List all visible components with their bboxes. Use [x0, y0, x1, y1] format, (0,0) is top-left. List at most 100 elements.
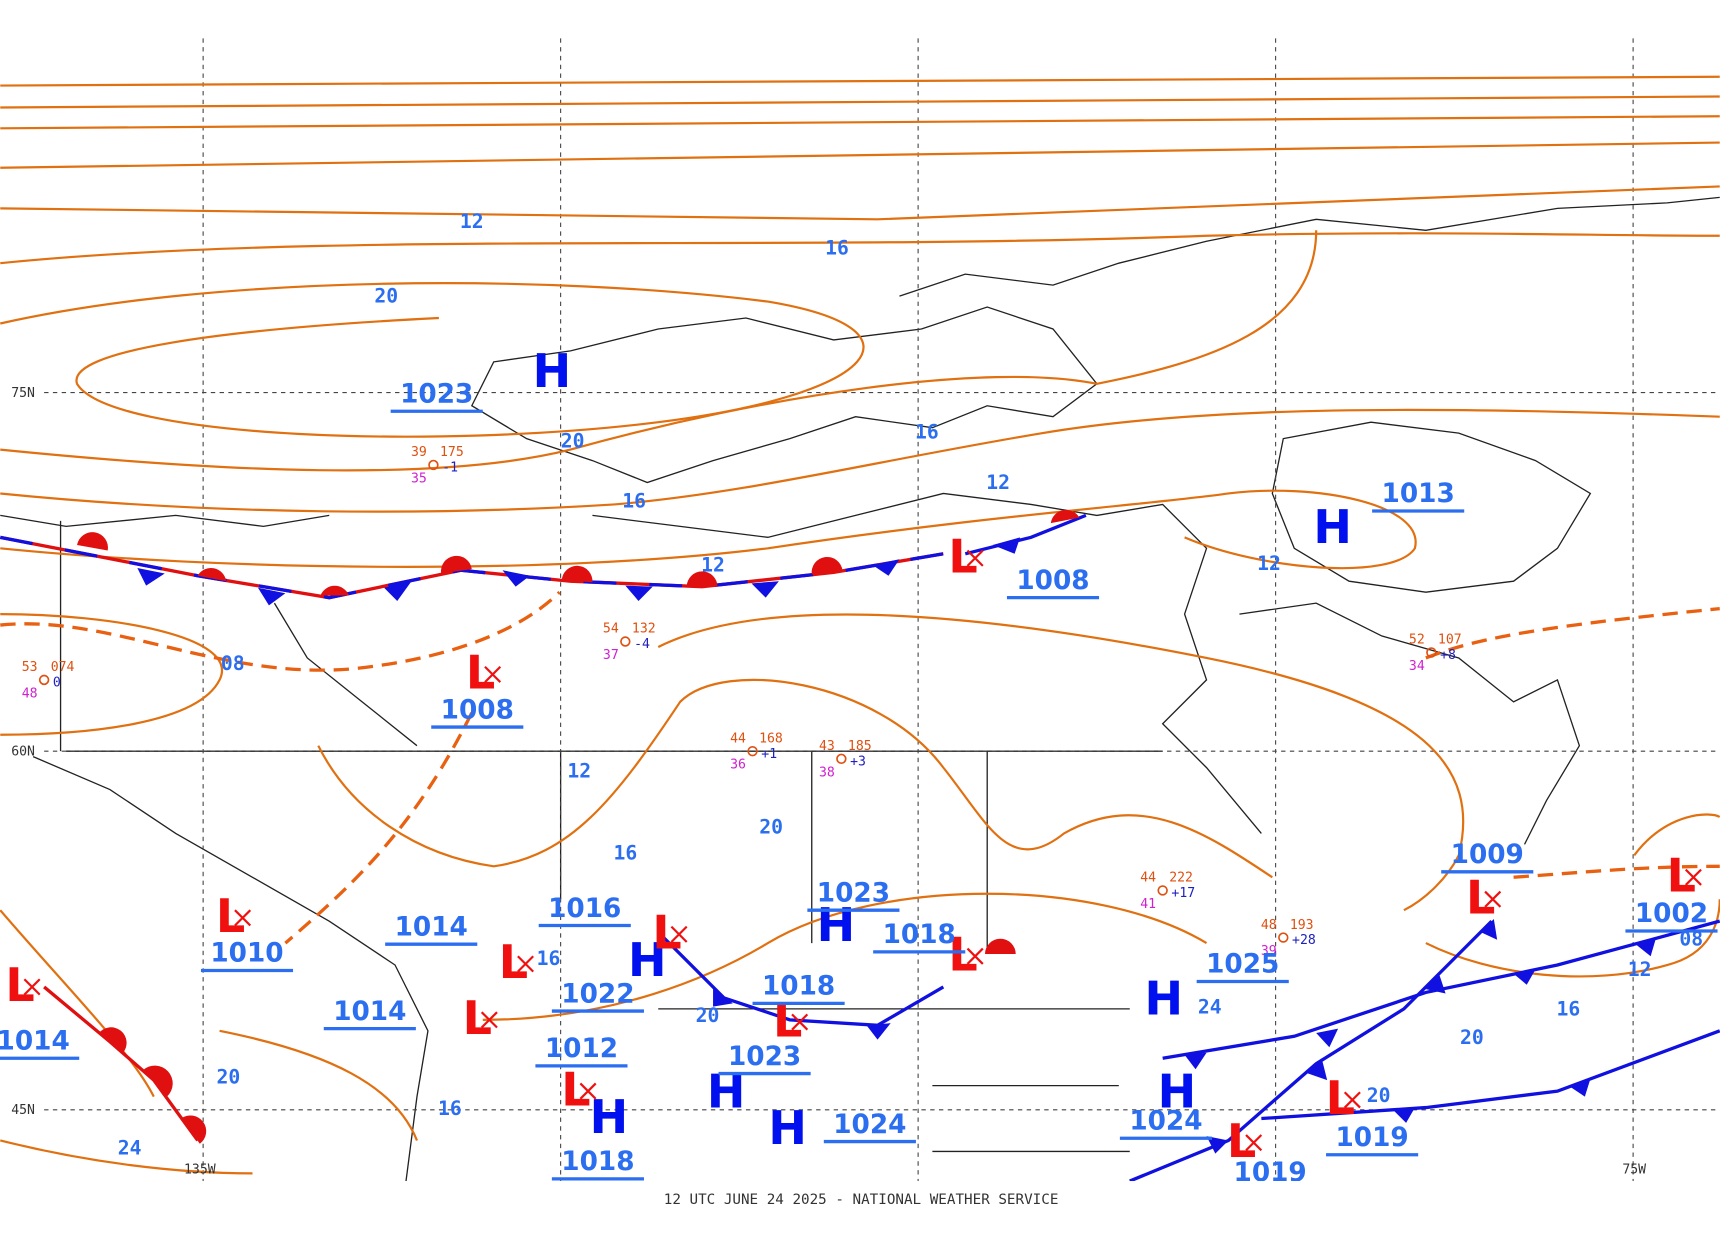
front-symbol	[1316, 1028, 1339, 1048]
pressure-value: 1002	[1635, 899, 1708, 929]
isobar-label: 16	[537, 947, 561, 970]
station-dewpoint: 48	[22, 686, 38, 701]
front-symbol	[137, 568, 165, 586]
isobar-label: 16	[915, 421, 939, 444]
low-cross	[23, 978, 41, 996]
front-symbol	[686, 571, 718, 587]
isobar-label: 20	[1460, 1026, 1484, 1049]
station-dewpoint: 36	[730, 758, 746, 773]
isobar-label: 20	[696, 1004, 720, 1027]
front-symbol	[1184, 1052, 1207, 1070]
high-symbol: H	[1144, 971, 1183, 1025]
front-symbol	[1392, 1107, 1415, 1123]
front-symbol	[77, 532, 108, 551]
station-tendency: +1	[761, 747, 777, 762]
isobar	[0, 232, 1720, 265]
low-cross	[791, 1013, 809, 1031]
isobar-label: 16	[1557, 997, 1581, 1020]
low-cross	[234, 909, 252, 927]
front-symbol	[1568, 1079, 1591, 1097]
front-symbol	[751, 581, 779, 598]
isobars	[0, 75, 1720, 1175]
front-symbol	[811, 556, 843, 575]
high-symbol: H	[533, 344, 572, 398]
station-circle	[1157, 885, 1168, 896]
front-symbol	[872, 559, 900, 576]
cold-front	[1162, 919, 1720, 1060]
fronts	[0, 509, 1720, 1183]
coastline	[470, 306, 1098, 484]
station-temperature: 44	[730, 731, 746, 746]
high-symbol: H	[590, 1090, 629, 1144]
front-symbol	[181, 1115, 207, 1144]
isobar	[0, 282, 865, 438]
pressure-value: 1010	[210, 939, 283, 969]
low-cross	[1245, 1134, 1263, 1152]
front-symbol	[320, 585, 349, 596]
low-cross	[670, 925, 688, 943]
isobar-label: 12	[986, 471, 1010, 494]
pressure-value: 1018	[883, 920, 956, 950]
isobar	[0, 408, 1720, 513]
station-temperature: 54	[603, 622, 619, 637]
isobar-label: 12	[460, 210, 484, 233]
isobar-label: 16	[613, 842, 637, 865]
station-pressure: 185	[848, 739, 872, 754]
front-symbol	[1513, 969, 1536, 985]
low-cross	[966, 947, 984, 965]
station-tendency: +17	[1171, 886, 1195, 901]
isobar	[317, 678, 1273, 879]
pressure-value: 1014	[333, 997, 406, 1027]
warm-front	[43, 985, 199, 1142]
isobar-label: 20	[1367, 1084, 1391, 1107]
isobar	[0, 115, 1720, 130]
high-symbol: H	[1313, 500, 1352, 554]
station-pressure: 132	[632, 622, 656, 637]
station-temperature: 43	[819, 739, 835, 754]
pressure-value: 1025	[1206, 950, 1279, 980]
front-symbol	[866, 1023, 891, 1040]
front-symbol	[384, 581, 412, 601]
station-circle	[1278, 932, 1289, 943]
footer: 12 UTC JUNE 24 2025 - NATIONAL WEATHER S…	[664, 1192, 1059, 1208]
isobar-label: 08	[1679, 927, 1703, 950]
low-cross	[1684, 868, 1702, 886]
pressure-value: 1008	[1016, 566, 1089, 596]
station-pressure: 175	[440, 445, 464, 460]
isobar-label: 12	[1628, 958, 1652, 981]
isobar-label: 24	[1198, 995, 1222, 1018]
station-temperature: 44	[1140, 871, 1156, 886]
front-symbol	[257, 587, 286, 606]
isobar-label: 16	[438, 1097, 462, 1120]
coastline	[899, 196, 1720, 297]
station-pressure: 107	[1438, 633, 1462, 648]
station-dewpoint: 39	[1261, 944, 1277, 959]
low-cross	[579, 1082, 597, 1100]
station-dewpoint: 38	[819, 765, 835, 780]
station-tendency: +3	[850, 754, 866, 769]
station-tendency: +28	[1292, 933, 1316, 948]
warm-front-symbols	[77, 509, 1080, 1144]
pressure-value: 1023	[817, 878, 890, 908]
isobar	[0, 892, 1208, 1141]
station-pressure: 193	[1290, 918, 1314, 933]
isobar-label: 20	[759, 815, 783, 838]
grid-label: 60N	[11, 745, 35, 760]
station-tendency: -1	[442, 461, 458, 476]
front-symbol	[440, 555, 472, 574]
grid-label: 75N	[11, 386, 35, 401]
isobar	[0, 813, 1720, 1175]
front-symbol	[502, 570, 530, 587]
station-dewpoint: 41	[1140, 897, 1156, 912]
station-dewpoint: 34	[1409, 659, 1425, 674]
station-temperature: 39	[411, 445, 427, 460]
footer-band	[0, 1181, 1720, 1260]
pressure-value: 1014	[0, 1026, 70, 1056]
front-symbol	[197, 568, 227, 582]
front-symbol	[713, 986, 733, 1007]
pressure-value: 1018	[762, 972, 835, 1002]
front-symbol	[561, 565, 593, 583]
front-symbol	[1305, 1058, 1328, 1081]
